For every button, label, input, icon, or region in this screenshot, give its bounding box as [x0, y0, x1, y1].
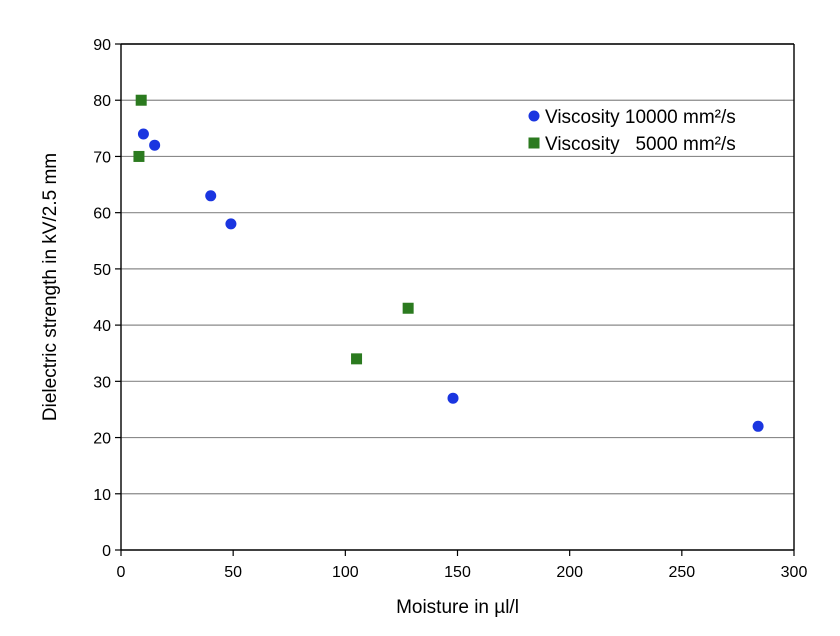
- legend: Viscosity 10000 mm²/s Viscosity 5000 mm²…: [528, 107, 736, 155]
- x-tick-label: 0: [117, 564, 126, 581]
- y-tick-label: 0: [102, 543, 111, 560]
- x-tick-label: 200: [556, 564, 583, 581]
- data-point-square: [351, 353, 363, 365]
- series-viscosity-5000: [133, 94, 414, 365]
- x-tick-label: 250: [668, 564, 695, 581]
- data-point-square: [133, 150, 145, 162]
- data-series: [133, 94, 764, 432]
- legend-label-viscosity-10000: Viscosity 10000 mm²/s: [545, 107, 736, 128]
- legend-background: [521, 102, 791, 154]
- legend-label-viscosity-5000: Viscosity 5000 mm²/s: [545, 134, 736, 155]
- y-tick-label: 60: [93, 206, 111, 223]
- y-tick-labels: 0 10 20 30 40 50 60 70 80 90: [93, 37, 111, 560]
- data-point-square: [135, 94, 147, 106]
- y-tick-label: 80: [93, 93, 111, 110]
- legend-marker-circle: [528, 110, 540, 122]
- y-tick-label: 10: [93, 487, 111, 504]
- data-point-circle: [225, 218, 237, 230]
- x-axis-title: Moisture in µl/l: [396, 597, 519, 618]
- series-viscosity-10000: [137, 128, 764, 432]
- y-tick-label: 50: [93, 262, 111, 279]
- y-tick-label: 20: [93, 431, 111, 448]
- data-point-circle: [205, 190, 217, 202]
- x-tick-label: 300: [781, 564, 808, 581]
- data-point-circle: [149, 139, 161, 151]
- y-tick-label: 30: [93, 374, 111, 391]
- x-tick-labels: 0 50 100 150 200 250 300: [117, 564, 808, 581]
- x-tick-label: 150: [444, 564, 471, 581]
- x-tick-label: 50: [224, 564, 242, 581]
- y-tick-label: 40: [93, 318, 111, 335]
- data-point-circle: [137, 128, 149, 140]
- data-point-circle: [752, 420, 764, 432]
- y-axis-title: Dielectric strength in kV/2.5 mm: [40, 153, 61, 421]
- y-tick-label: 90: [93, 37, 111, 54]
- data-point-square: [402, 302, 414, 314]
- x-tick-label: 100: [332, 564, 359, 581]
- data-point-circle: [447, 392, 459, 404]
- axes: [115, 43, 795, 556]
- legend-box: [521, 102, 791, 154]
- y-tick-label: 70: [93, 149, 111, 166]
- legend-marker-square: [528, 137, 540, 149]
